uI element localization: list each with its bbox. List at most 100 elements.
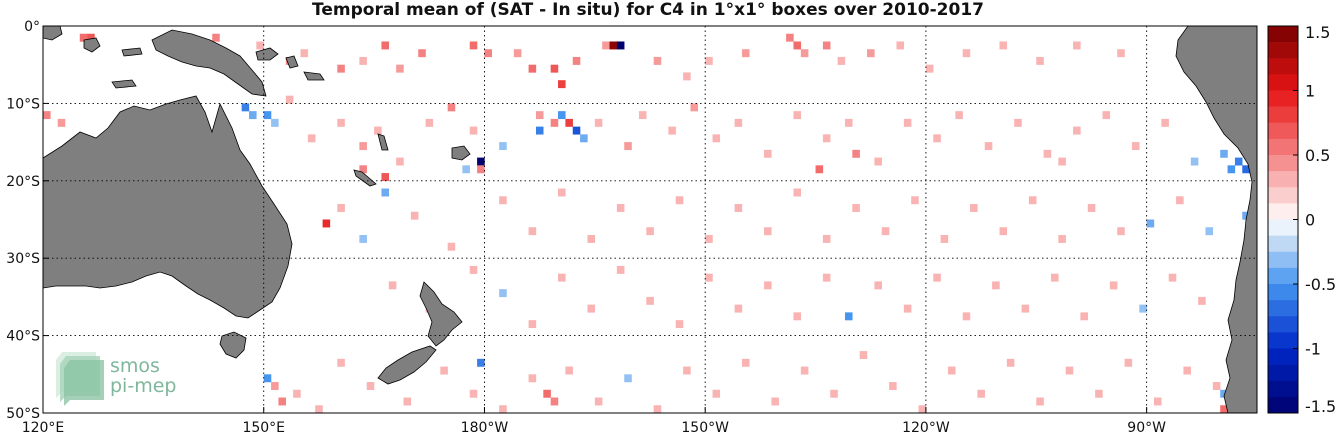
heatmap-cell — [359, 142, 367, 151]
heatmap-cell — [962, 312, 971, 321]
heatmap-cell — [734, 118, 743, 127]
heatmap-cell — [1234, 157, 1243, 166]
heatmap-cell — [337, 204, 345, 212]
heatmap-cell — [830, 389, 838, 398]
island-fiji — [451, 145, 471, 161]
heatmap-cell — [558, 80, 566, 89]
heatmap-cell — [764, 149, 772, 158]
heatmap-cell — [624, 374, 632, 383]
colorbar-step — [1268, 155, 1298, 172]
heatmap-cell — [822, 41, 831, 50]
heatmap-cell — [705, 234, 713, 243]
gridlines — [43, 26, 1257, 413]
heatmap-cell — [741, 358, 750, 367]
heatmap-cell — [852, 204, 860, 212]
heatmap-cell — [1095, 389, 1103, 398]
colorbar-step — [1268, 26, 1298, 43]
colorbar-step — [1268, 106, 1298, 124]
heatmap-cell — [337, 118, 345, 127]
x-tick-label: 90°W — [1127, 420, 1166, 436]
colorbar-ticks: 1.5 1 0.5 0 -0.5 -1 -1.5 — [1293, 23, 1336, 416]
heatmap-cell — [925, 64, 934, 73]
heatmap-cell — [1117, 227, 1125, 236]
heatmap-cell — [1227, 165, 1236, 174]
heatmap-cell — [285, 95, 294, 104]
heatmap-cell — [668, 126, 676, 135]
colorbar-step — [1268, 364, 1298, 382]
heatmap-cell — [1161, 118, 1169, 127]
heatmap-cell — [241, 103, 250, 112]
heatmap-cell — [1021, 304, 1030, 313]
heatmap-cell — [800, 366, 809, 375]
heatmap-cell — [1050, 273, 1059, 282]
colorbar: 1.5 1 0.5 0 -0.5 -1 -1.5 — [1267, 23, 1336, 416]
heatmap-cell — [278, 397, 286, 406]
heatmap-cell — [1043, 149, 1052, 158]
x-tick-label: 150°E — [242, 420, 285, 436]
island-sulawesi-fragment — [83, 37, 101, 53]
colorbar-step — [1268, 235, 1298, 253]
logo-line2: pi-mep — [110, 375, 176, 397]
heatmap-cell — [984, 142, 993, 151]
heatmap-cell — [771, 397, 779, 406]
heatmap-cell — [1205, 227, 1214, 236]
heatmap-cell — [624, 142, 632, 151]
heatmap-cell — [881, 227, 890, 236]
heatmap-cell — [1176, 196, 1184, 205]
logo-line1: smos — [110, 355, 160, 377]
heatmap-cell — [940, 234, 949, 243]
y-tick-label: 0° — [24, 19, 40, 35]
colorbar-step — [1268, 284, 1298, 301]
heatmap-cell — [315, 405, 323, 413]
heatmap-cell — [249, 111, 257, 120]
colorbar-tick-label: 0 — [1305, 211, 1315, 230]
heatmap-cell — [558, 188, 566, 197]
colorbar-step — [1268, 251, 1298, 269]
heatmap-cell — [1190, 157, 1199, 166]
heatmap-cell — [212, 33, 220, 42]
colorbar-step — [1268, 396, 1298, 414]
heatmap-cell — [484, 49, 493, 58]
island-vanuatu — [377, 133, 389, 151]
colorbar-tick-label: -0.5 — [1305, 275, 1336, 294]
heatmap-cell — [57, 118, 66, 127]
y-axis-ticks: 0° 10°S 20°S 30°S 40°S 50°S — [6, 19, 49, 422]
heatmap-cell — [933, 273, 941, 282]
heatmap-cell — [1212, 382, 1221, 390]
heatmap-cell — [528, 320, 537, 329]
heatmap-cell — [793, 41, 802, 50]
heatmap-cell — [999, 41, 1008, 50]
colorbar-step — [1268, 300, 1298, 317]
heatmap-cell — [962, 49, 971, 58]
heatmap-cell — [616, 265, 625, 274]
heatmap-cell — [616, 204, 625, 212]
heatmap-cell — [572, 56, 581, 65]
island-borneo-fragment — [43, 26, 63, 41]
heatmap-cell — [374, 126, 382, 135]
heatmap-cell — [499, 405, 507, 413]
y-tick-label: 20°S — [6, 174, 40, 190]
heatmap-cell — [403, 397, 412, 406]
heatmap-cell — [1242, 165, 1250, 174]
colorbar-step — [1268, 219, 1298, 236]
heatmap-cell — [675, 320, 684, 329]
heatmap-cell — [918, 405, 927, 413]
heatmap-cell — [462, 165, 470, 174]
heatmap-cell — [1073, 126, 1081, 135]
heatmap-cell — [646, 227, 654, 236]
y-tick-label: 40°S — [6, 329, 40, 345]
heatmap-cell — [396, 157, 404, 166]
heatmap-cell — [859, 351, 868, 360]
heatmap-cell — [786, 33, 794, 42]
heatmap-cell — [550, 397, 559, 406]
heatmap-cell — [793, 188, 802, 197]
colorbar-step — [1268, 42, 1298, 59]
y-tick-label: 50°S — [6, 406, 40, 422]
heatmap-cell — [822, 234, 831, 243]
island-solomon — [303, 71, 325, 81]
heatmap-cell — [999, 227, 1008, 236]
heatmap-cell — [307, 134, 316, 143]
x-axis-ticks: 120°E 150°E 180°W 150°W 120°W 90°W — [22, 407, 1166, 436]
australia-landmass — [43, 95, 293, 319]
heatmap-cell — [1168, 273, 1177, 282]
